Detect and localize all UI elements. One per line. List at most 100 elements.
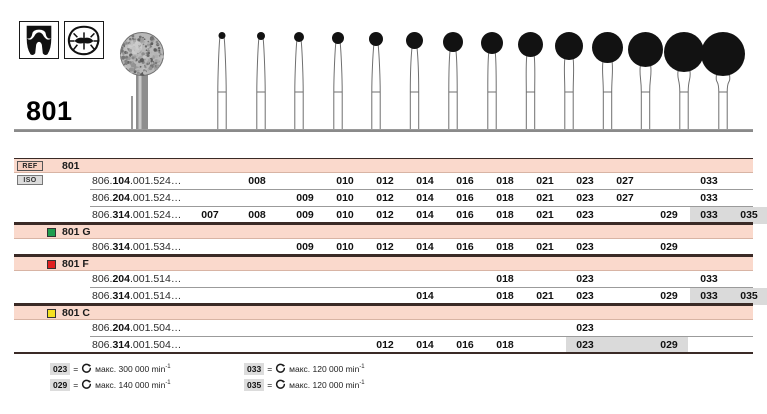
size-cell[interactable]: 014	[410, 339, 440, 351]
bur-illustration	[363, 30, 389, 130]
table-row[interactable]: 806.314.001.504… 012 014 016 018 023 029	[14, 337, 753, 354]
legend-item: 023 = макс. 300 000 min-1	[50, 360, 171, 375]
size-cell[interactable]: 010	[330, 175, 360, 187]
size-cell[interactable]: 008	[242, 209, 272, 221]
size-cell[interactable]: 014	[410, 209, 440, 221]
iso-badge: ISO	[17, 175, 43, 185]
size-cell[interactable]: 018	[490, 175, 520, 187]
size-cell[interactable]: 009	[290, 209, 320, 221]
legend-equals: =	[73, 364, 78, 374]
size-cell[interactable]: 023	[570, 175, 600, 187]
size-cell[interactable]: 010	[330, 192, 360, 204]
size-cell[interactable]: 012	[370, 175, 400, 187]
table-row[interactable]: 806.204.001.524… 009 010 012 014 016 018 021 023…	[14, 190, 753, 207]
size-cell[interactable]: 021	[530, 209, 560, 221]
table-row[interactable]: 806.204.001.504… 023	[14, 320, 753, 337]
size-cell[interactable]: 023	[570, 339, 600, 351]
bur-illustration-row	[0, 30, 767, 130]
size-cell[interactable]: 012	[370, 192, 400, 204]
size-cell[interactable]: 009	[290, 192, 320, 204]
ref-badge: REF	[17, 161, 43, 171]
size-cell[interactable]: 009	[290, 241, 320, 253]
size-cell[interactable]: 018	[490, 241, 520, 253]
size-cell[interactable]: 012	[370, 339, 400, 351]
size-cell[interactable]: 008	[242, 175, 272, 187]
size-cell[interactable]: 023	[570, 241, 600, 253]
size-cell[interactable]: 023	[570, 192, 600, 204]
size-cell[interactable]: 014	[410, 175, 440, 187]
size-cell[interactable]: 014	[410, 192, 440, 204]
size-cell[interactable]: 033	[694, 175, 724, 187]
group-header-row: 801 F	[14, 256, 753, 271]
iso-code: 806.314.001.514…	[92, 290, 181, 302]
legend-size-code: 035	[244, 379, 264, 391]
size-cell[interactable]: 016	[450, 192, 480, 204]
size-cell[interactable]: 016	[450, 339, 480, 351]
size-cell[interactable]: 010	[330, 241, 360, 253]
legend-speed-text: макс. 120 000 min-1	[289, 380, 365, 390]
size-cell[interactable]: 012	[370, 241, 400, 253]
size-cell[interactable]: 023	[570, 209, 600, 221]
size-cell[interactable]: 016	[450, 175, 480, 187]
size-cell[interactable]: 033	[694, 290, 724, 302]
grit-color-swatch	[47, 260, 56, 269]
table-row[interactable]: 806.314.001.534… 009 010 012 014 016 018 021 023…	[14, 239, 753, 256]
row-rule	[14, 352, 753, 354]
bur-illustration	[587, 30, 628, 130]
size-cell[interactable]: 018	[490, 290, 520, 302]
size-cell[interactable]: 023	[570, 290, 600, 302]
bur-illustration	[696, 30, 750, 130]
legend-speed-text: макс. 120 000 min-1	[289, 364, 365, 374]
size-cell[interactable]: 018	[490, 339, 520, 351]
size-cell[interactable]: 018	[490, 273, 520, 285]
size-cell[interactable]: 033	[694, 273, 724, 285]
size-cell[interactable]: 035	[734, 290, 764, 302]
size-cell[interactable]: 029	[654, 209, 684, 221]
bur-illustration	[401, 30, 428, 130]
size-cell[interactable]: 023	[570, 273, 600, 285]
size-cell[interactable]: 018	[490, 209, 520, 221]
table-row[interactable]: 806.104.001.524… 008 010 012 014 016 018 021 023…	[14, 173, 753, 190]
size-cell[interactable]: 018	[490, 192, 520, 204]
header-rule	[14, 130, 753, 132]
bur-illustration	[286, 30, 312, 130]
size-cell[interactable]: 016	[450, 209, 480, 221]
table-row[interactable]: 806.314.001.524… 007 008 009 010 012 014 016 018…	[14, 207, 753, 224]
iso-code: 806.314.001.524…	[92, 209, 181, 221]
size-cell[interactable]: 021	[530, 241, 560, 253]
size-cell[interactable]: 033	[694, 209, 724, 221]
size-cell[interactable]: 021	[530, 290, 560, 302]
diamond-ball-bur-large	[118, 30, 166, 130]
size-cell[interactable]: 023	[570, 322, 600, 334]
grit-color-swatch	[47, 228, 56, 237]
size-cell[interactable]: 029	[654, 290, 684, 302]
size-cell[interactable]: 035	[734, 209, 764, 221]
bur-illustration	[438, 30, 468, 130]
table-row[interactable]: 806.314.001.514… 014 018 021 023 029 033 035	[14, 288, 753, 305]
legend-item: 033 = макс. 120 000 min-1	[244, 360, 365, 375]
size-cell[interactable]: 021	[530, 175, 560, 187]
size-cell[interactable]: 029	[654, 339, 684, 351]
bur-illustration	[550, 30, 588, 130]
legend-size-code: 029	[50, 379, 70, 391]
legend-speed-text: макс. 140 000 min-1	[95, 380, 171, 390]
size-cell[interactable]: 014	[410, 290, 440, 302]
size-cell[interactable]: 014	[410, 241, 440, 253]
size-cell[interactable]: 027	[610, 192, 640, 204]
size-cell[interactable]: 033	[694, 192, 724, 204]
grit-color-swatch	[47, 309, 56, 318]
size-cell[interactable]: 021	[530, 192, 560, 204]
table-row[interactable]: 806.204.001.514… 018 023 033	[14, 271, 753, 288]
iso-code: 806.204.001.524…	[92, 192, 181, 204]
bur-illustration	[325, 30, 351, 130]
bur-illustration	[513, 30, 548, 130]
size-cell[interactable]: 010	[330, 209, 360, 221]
iso-code: 806.314.001.504…	[92, 339, 181, 351]
size-cell[interactable]: 007	[195, 209, 225, 221]
size-cell[interactable]: 016	[450, 241, 480, 253]
size-cell[interactable]: 027	[610, 175, 640, 187]
size-cell[interactable]: 029	[654, 241, 684, 253]
size-cell[interactable]: 012	[370, 209, 400, 221]
product-table: REF 801 ISO 806.104.001.524… 008 010 012 014 016…	[14, 158, 753, 354]
group-header-row: 801 G	[14, 224, 753, 239]
